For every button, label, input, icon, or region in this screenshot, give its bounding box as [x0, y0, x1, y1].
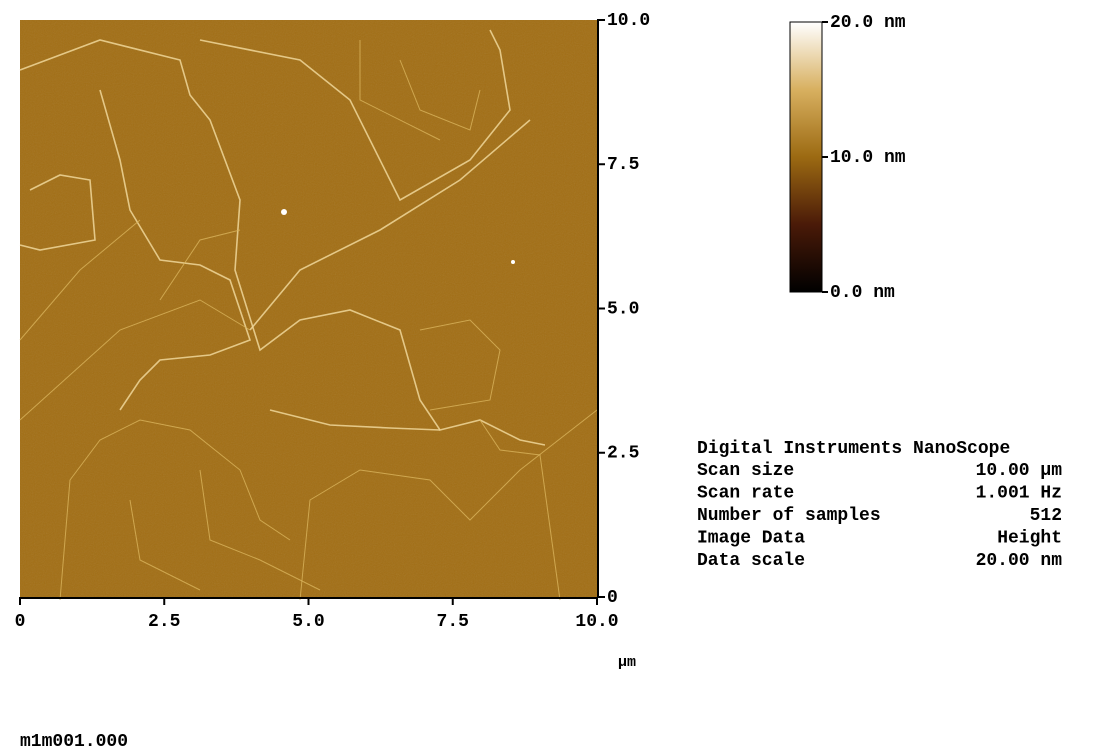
info-value: 10.00 µm [976, 461, 1063, 481]
colorbar-label: 10.0 nm [830, 148, 906, 168]
y-tick-label: 0 [607, 588, 618, 608]
colorbar-label: 0.0 nm [830, 283, 895, 303]
afm-image [20, 20, 597, 600]
info-value: 20.00 nm [976, 551, 1063, 571]
info-label: Number of samples [697, 506, 881, 526]
x-tick-label: 5.0 [292, 612, 324, 632]
info-label: Scan rate [697, 483, 794, 503]
x-tick-label: 0 [15, 612, 26, 632]
colorbar-label: 20.0 nm [830, 13, 906, 33]
filename: m1m001.000 [20, 732, 128, 752]
x-axis-label: µm [618, 654, 636, 671]
colorbar [790, 22, 822, 292]
info-label: Data scale [697, 551, 805, 571]
y-tick-label: 7.5 [607, 155, 639, 175]
info-value: Height [997, 528, 1062, 548]
info-label: Scan size [697, 461, 794, 481]
y-tick-label: 10.0 [607, 11, 650, 31]
info-title: Digital Instruments NanoScope [697, 439, 1010, 459]
x-tick-label: 10.0 [575, 612, 618, 632]
x-tick-label: 2.5 [148, 612, 180, 632]
info-value: 1.001 Hz [976, 483, 1062, 503]
info-label: Image Data [697, 528, 805, 548]
y-tick-label: 2.5 [607, 444, 639, 464]
page: µm Digital Instruments NanoScope m1m001.… [0, 0, 1105, 753]
y-tick-label: 5.0 [607, 299, 639, 319]
x-tick-label: 7.5 [437, 612, 469, 632]
info-value: 512 [1030, 506, 1062, 526]
